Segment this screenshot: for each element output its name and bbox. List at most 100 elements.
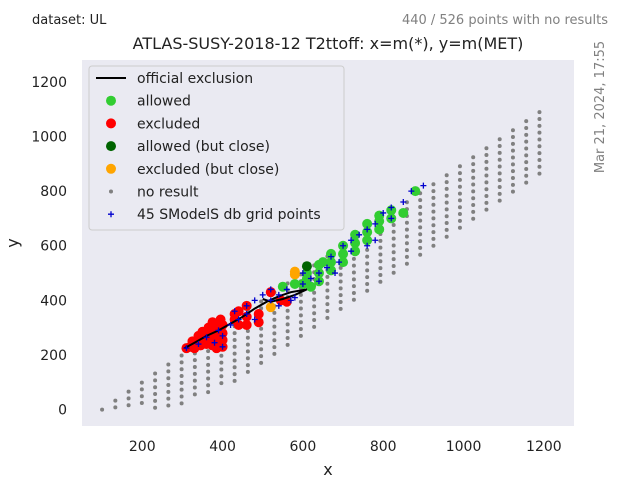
no-result-point — [232, 351, 237, 356]
no-result-point — [232, 372, 237, 377]
allowed-point — [338, 248, 349, 259]
grid-point-marker — [215, 327, 222, 334]
grid-point-marker — [336, 259, 343, 266]
no-result-point — [206, 383, 211, 388]
no-result-point — [391, 270, 396, 275]
no-result-point — [444, 186, 449, 191]
allowed-point — [305, 281, 316, 292]
no-result-point — [139, 394, 144, 399]
allowed-point — [326, 257, 337, 268]
no-result-point — [245, 342, 250, 347]
no-result-point — [245, 363, 250, 368]
allowed-point — [338, 257, 349, 268]
no-result-point — [153, 405, 158, 410]
no-result-point — [365, 247, 370, 252]
no-result-point — [272, 317, 277, 322]
excluded-point — [233, 306, 244, 317]
no-result-point — [153, 398, 158, 403]
grid-point-marker — [315, 270, 322, 277]
no-result-point — [312, 290, 317, 295]
allowed-point — [317, 257, 328, 268]
no-result-point — [232, 378, 237, 383]
no-result-point — [378, 238, 383, 243]
no-result-point — [431, 243, 436, 248]
no-result-point — [325, 309, 330, 314]
grid-point-marker — [227, 321, 234, 328]
excluded-point — [253, 309, 264, 320]
no-result-point — [179, 367, 184, 372]
no-result-point — [471, 189, 476, 194]
grid-point-marker — [328, 253, 335, 260]
no-result-point — [431, 189, 436, 194]
no-result-point — [166, 389, 171, 394]
no-result-point — [471, 216, 476, 221]
grid-point-marker — [307, 275, 314, 282]
no-result-point — [325, 302, 330, 307]
no-result-point — [510, 135, 515, 140]
no-result-point — [232, 337, 237, 342]
grid-point-marker — [259, 291, 266, 298]
no-result-point — [457, 225, 462, 230]
grid-point-marker — [219, 332, 226, 339]
no-result-point — [457, 218, 462, 223]
no-result-point — [391, 229, 396, 234]
no-result-point — [285, 315, 290, 320]
no-result-point — [166, 369, 171, 374]
no-result-point — [365, 281, 370, 286]
no-result-point — [431, 230, 436, 235]
grid-point-marker — [203, 334, 210, 341]
no-result-point — [484, 153, 489, 158]
no-result-point — [298, 313, 303, 318]
no-result-point — [351, 277, 356, 282]
no-result-point — [166, 362, 171, 367]
no-result-point — [431, 182, 436, 187]
no-result-point — [378, 272, 383, 277]
legend-swatch-dot — [106, 163, 116, 174]
no-result-point — [510, 162, 515, 167]
no-result-point — [444, 193, 449, 198]
allowed-point — [362, 218, 373, 229]
no-result-point — [298, 327, 303, 332]
no-result-point — [484, 166, 489, 171]
no-result-point — [126, 403, 131, 408]
no-result-point — [457, 177, 462, 182]
grid-point-marker — [364, 242, 371, 249]
legend-swatch-dot — [106, 141, 116, 152]
no-result-point — [192, 371, 197, 376]
no-result-point — [325, 295, 330, 300]
no-result-point — [179, 380, 184, 385]
no-result-point — [524, 173, 529, 178]
grid-point-marker — [315, 278, 322, 285]
grid-point-marker — [283, 286, 290, 293]
no-result-point — [497, 171, 502, 176]
no-result-point — [179, 401, 184, 406]
no-result-point — [418, 252, 423, 257]
no-result-point — [510, 128, 515, 133]
no-result-point — [219, 360, 224, 365]
no-result-point — [206, 349, 211, 354]
no-result-point — [444, 180, 449, 185]
y-tick-label: 1000 — [31, 129, 67, 145]
grid-point-marker — [372, 220, 379, 227]
no-result-point — [510, 175, 515, 180]
no-result-point — [166, 383, 171, 388]
legend-box — [88, 65, 345, 231]
no-result-point — [179, 360, 184, 365]
legend-swatch-dot — [106, 95, 116, 106]
grid-point-marker — [299, 270, 306, 277]
no-result-point — [524, 166, 529, 171]
no-result-point — [153, 378, 158, 383]
no-result-point — [391, 243, 396, 248]
no-result-point — [537, 171, 542, 176]
y-tick-label: 200 — [40, 348, 67, 364]
y-tick-label: 600 — [40, 239, 67, 255]
no-result-point — [179, 387, 184, 392]
grid-point-marker — [275, 291, 282, 298]
no-result-point — [484, 180, 489, 185]
no-result-point — [524, 160, 529, 165]
allowed-point — [374, 224, 385, 235]
no-result-point — [391, 222, 396, 227]
no-result-point — [484, 146, 489, 151]
no-result-point — [325, 315, 330, 320]
